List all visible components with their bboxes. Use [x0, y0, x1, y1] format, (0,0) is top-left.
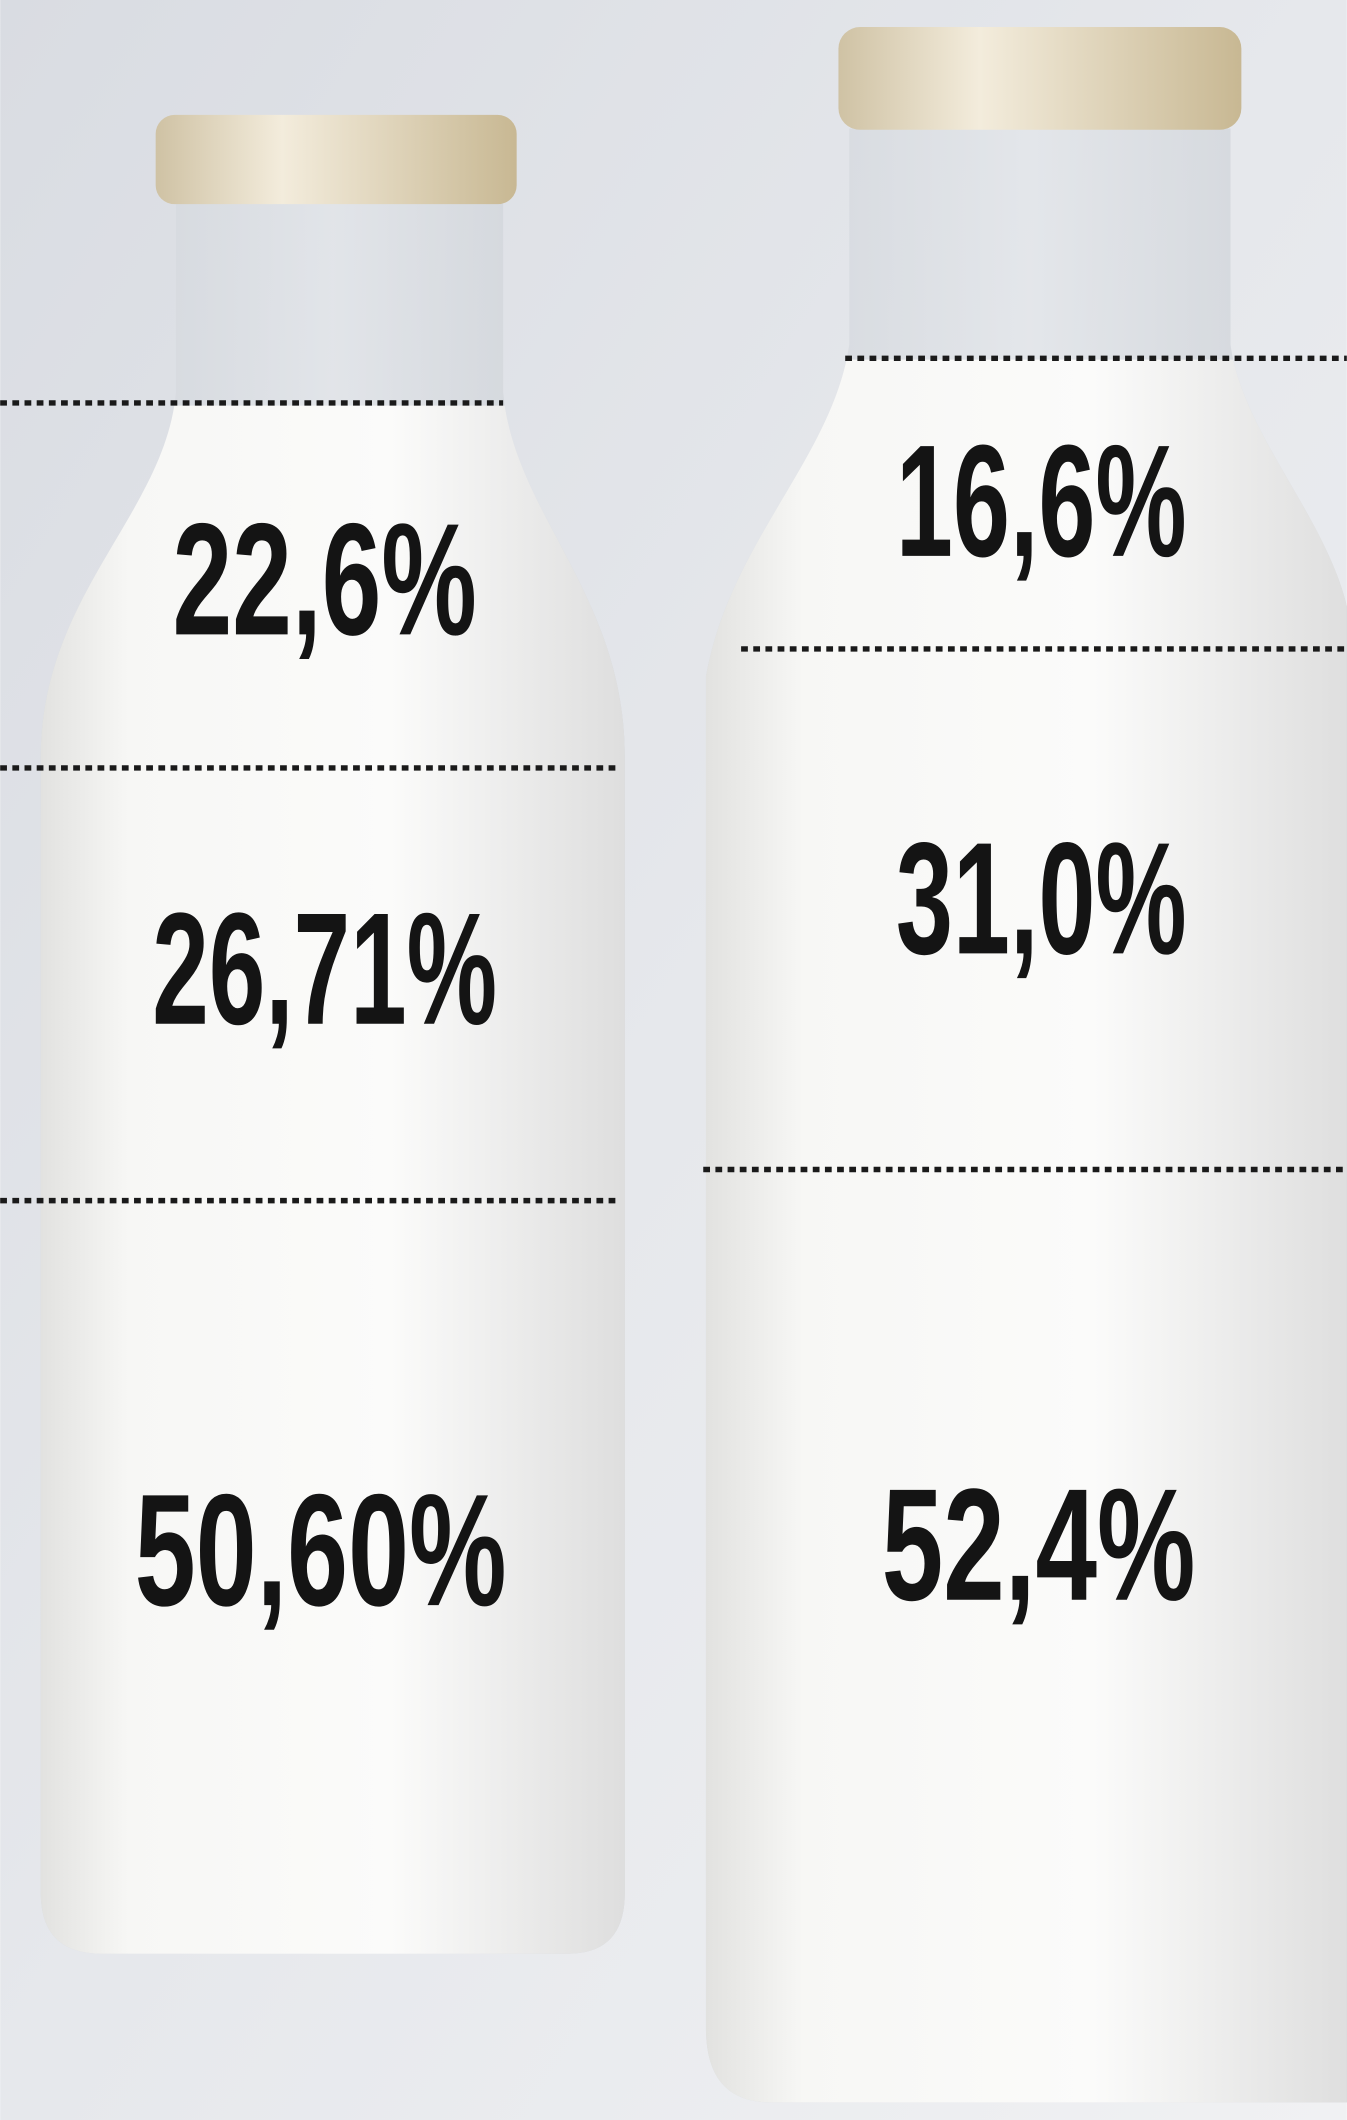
percent-label: 31,0% [896, 809, 1187, 987]
bottle-left [0, 114, 625, 1954]
percent-label: 52,4% [882, 1456, 1196, 1634]
percent-label: 26,71% [152, 880, 497, 1058]
bottle-right [703, 27, 1347, 2103]
percent-label: 16,6% [896, 412, 1187, 590]
percent-label: 50,60% [135, 1461, 507, 1639]
percent-label: 22,6% [173, 490, 477, 668]
